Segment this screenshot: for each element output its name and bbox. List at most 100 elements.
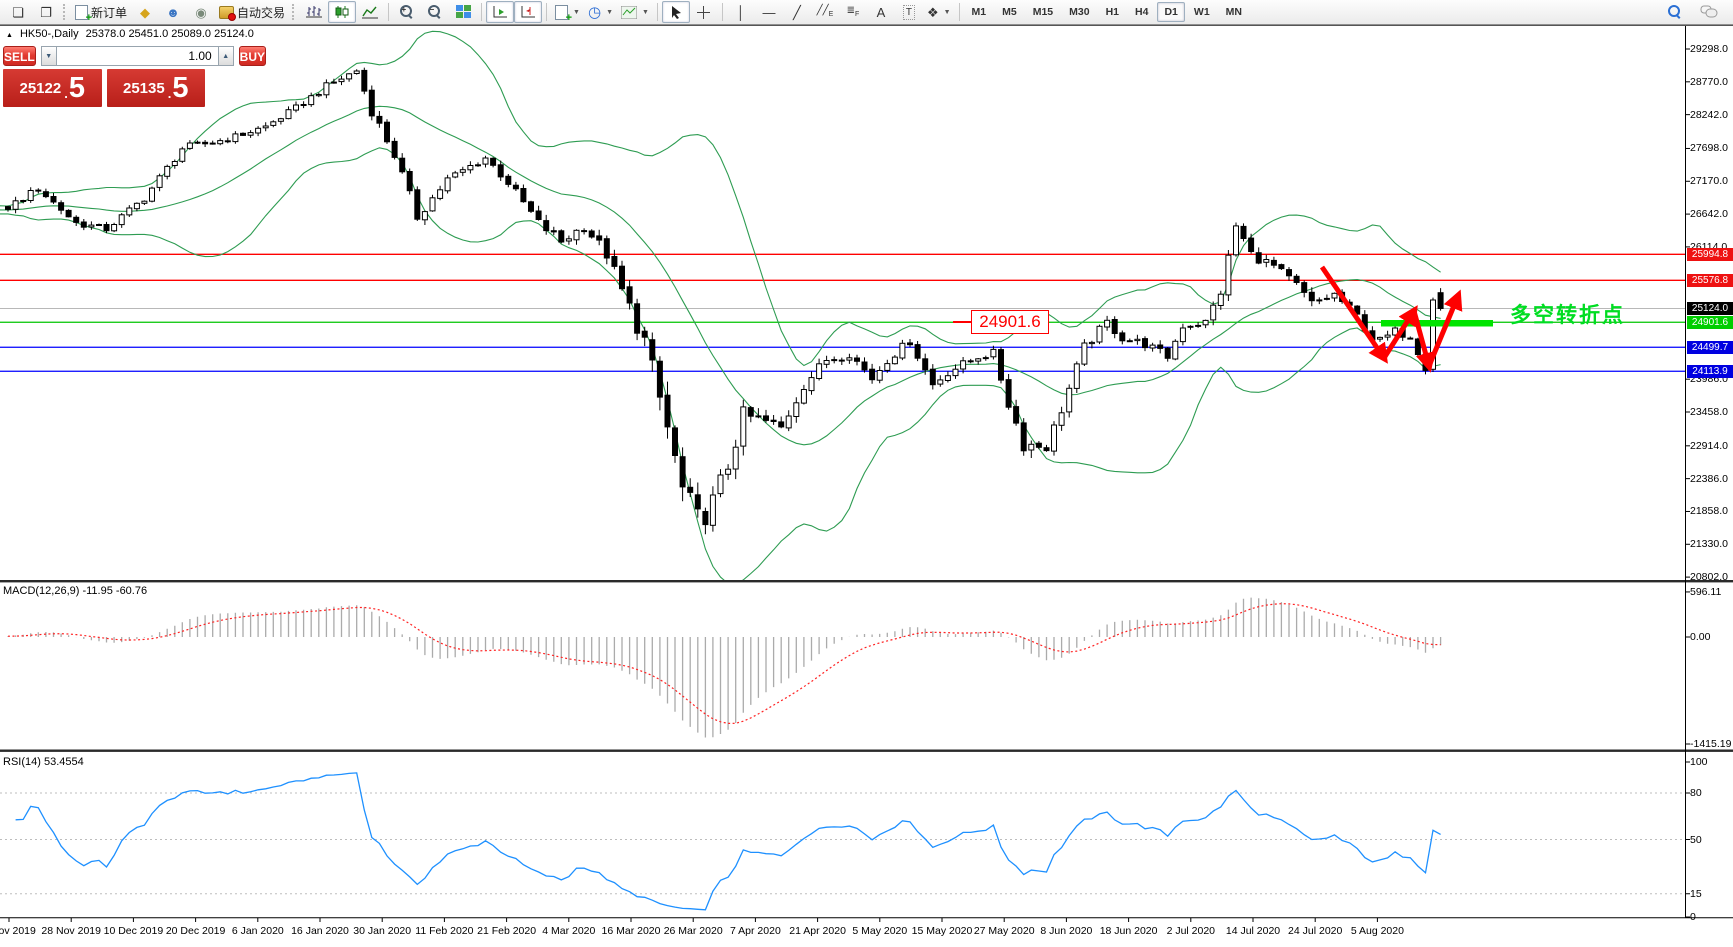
crosshair-button[interactable] xyxy=(690,1,718,23)
timeframe-m1-button[interactable]: M1 xyxy=(971,6,987,18)
volume-input[interactable] xyxy=(56,46,218,66)
crosshair-icon xyxy=(697,5,711,19)
buy-button[interactable]: BUY xyxy=(238,46,267,66)
chart-windows-button[interactable]: ❏ xyxy=(4,1,32,23)
candle-chart-mode-button[interactable] xyxy=(328,1,357,23)
fibonacci-icon: ≣F xyxy=(846,4,860,18)
date-axis-label: 24 Jul 2020 xyxy=(1288,925,1343,937)
pivot-point-annotation[interactable]: 多空转折点 xyxy=(1510,304,1625,327)
cursor-icon xyxy=(671,5,681,19)
timeframe-m5-button[interactable]: M5 xyxy=(1002,6,1017,18)
zoom-out-button[interactable]: − xyxy=(421,1,449,23)
vertical-line-icon: │ xyxy=(736,4,745,20)
timeframe-m30-button[interactable]: M30 xyxy=(1069,6,1090,18)
macd-axis-label: -1415.19 xyxy=(1690,737,1732,750)
vertical-line-tool-button[interactable]: │ xyxy=(727,1,755,23)
new-order-icon: + xyxy=(75,4,92,23)
date-axis-label: 8 Jun 2020 xyxy=(1040,925,1093,937)
bars-icon xyxy=(306,6,323,18)
community-button[interactable]: ☻ xyxy=(159,1,187,23)
collapse-panel-icon[interactable]: ▲ xyxy=(6,32,13,39)
buy-price-int: 25135 xyxy=(123,79,165,97)
tile-windows-button[interactable] xyxy=(449,1,477,23)
date-axis-label: 18 Jun 2020 xyxy=(1099,925,1158,937)
toolbar-separator xyxy=(656,3,658,21)
text-tool-button[interactable]: A xyxy=(867,1,895,23)
price-axis-label: 27698.0 xyxy=(1690,142,1728,155)
cursor-button[interactable] xyxy=(661,1,690,23)
volume-down-button[interactable]: ▼ xyxy=(40,46,57,66)
price-axis-label: 28770.0 xyxy=(1690,75,1728,88)
timeframe-m15-button[interactable]: M15 xyxy=(1032,6,1054,18)
sell-button[interactable]: SELL xyxy=(3,46,36,66)
price-axis-label: 27170.0 xyxy=(1690,175,1728,188)
autotrading-button[interactable]: 自动交易 xyxy=(215,1,289,23)
date-axis-label: 7 Apr 2020 xyxy=(729,925,781,937)
templates-button[interactable]: ▼ xyxy=(617,1,653,23)
macd-indicator-label: MACD(12,26,9) -11.95 -60.76 xyxy=(3,585,148,597)
zoom-out-icon: − xyxy=(427,4,440,17)
search-button[interactable] xyxy=(1661,1,1689,23)
price-badge: 25576.8 xyxy=(1687,273,1733,287)
profile-window-icon: ❐ xyxy=(40,4,52,20)
bar-chart-mode-button[interactable] xyxy=(300,1,328,23)
metaeditor-button[interactable]: ◆ xyxy=(131,1,159,23)
symbol-period-label: HK50-,Daily xyxy=(19,28,79,40)
date-axis-label: 21 Feb 2020 xyxy=(477,925,537,937)
toolbar-separator xyxy=(958,3,960,21)
toolbar-separator xyxy=(388,3,390,21)
price-level-annotation[interactable]: 24901.6 xyxy=(971,310,1049,334)
toolbar: ❏ ❐ + 新订单 ◆ ☻ ◉ 自动交易 + − xyxy=(0,0,1733,25)
horizontal-line-icon: — xyxy=(762,4,776,20)
trendline-tool-button[interactable]: ╱ xyxy=(783,1,811,23)
timeframe-h1-button[interactable]: H1 xyxy=(1105,6,1120,18)
timeframe-mn-button[interactable]: MN xyxy=(1225,6,1242,18)
price-badge: 24113.9 xyxy=(1687,364,1733,378)
shapes-tool-button[interactable]: ❖ ▼ xyxy=(923,1,955,23)
windows-icon: ❏ xyxy=(12,4,24,20)
sell-price-display[interactable]: 25122 . 5 xyxy=(3,69,102,107)
indicators-button[interactable]: + ▼ xyxy=(551,1,584,23)
dropdown-caret-icon: ▼ xyxy=(606,8,613,16)
date-axis-label: 11 Feb 2020 xyxy=(415,925,474,937)
profiles-button[interactable]: ❐ xyxy=(32,1,60,23)
signals-button[interactable]: ◉ xyxy=(187,1,215,23)
fibonacci-tool-button[interactable]: ≣F xyxy=(839,1,867,23)
price-axis-label: 26642.0 xyxy=(1690,208,1728,221)
horizontal-line-tool-button[interactable]: — xyxy=(755,1,783,23)
new-order-button[interactable]: + 新订单 xyxy=(71,1,131,23)
timeframe-h4-button[interactable]: H4 xyxy=(1135,6,1149,18)
date-axis-label: 16 Jan 2020 xyxy=(291,925,349,937)
volume-up-button[interactable]: ▲ xyxy=(217,46,234,66)
rsi-axis-label: 80 xyxy=(1690,787,1702,799)
autoscroll-button[interactable] xyxy=(486,1,515,23)
date-axis-label: 14 Jul 2020 xyxy=(1225,925,1281,937)
metaeditor-icon: ◆ xyxy=(140,4,151,20)
text-icon: A xyxy=(876,4,886,20)
line-chart-mode-button[interactable] xyxy=(356,1,384,23)
periods-button[interactable]: ◷ ▼ xyxy=(584,1,617,23)
add-indicator-icon: + xyxy=(555,4,572,23)
person-icon: ☻ xyxy=(166,4,180,20)
text-label-icon: T xyxy=(902,4,915,20)
buy-price-display[interactable]: 25135 . 5 xyxy=(106,69,205,107)
toolbar-separator xyxy=(546,3,548,21)
rsi-indicator-label: RSI(14) 53.4554 xyxy=(3,756,84,768)
chat-icon xyxy=(1700,5,1718,18)
chart-shift-button[interactable] xyxy=(514,1,543,23)
price-axis-label: 22386.0 xyxy=(1690,472,1728,485)
tile-windows-icon xyxy=(455,5,471,18)
label-tool-button[interactable]: T xyxy=(895,1,923,23)
chat-button[interactable] xyxy=(1695,1,1723,23)
zoom-in-icon: + xyxy=(399,4,412,17)
price-axis-label: 28242.0 xyxy=(1690,108,1728,121)
channel-tool-button[interactable]: ╱╱E xyxy=(811,1,839,23)
toolbar-grip xyxy=(63,4,68,20)
timeframe-w1-button[interactable]: W1 xyxy=(1193,6,1210,18)
zoom-in-button[interactable]: + xyxy=(393,1,421,23)
timeframe-d1-button[interactable]: D1 xyxy=(1157,2,1185,22)
ohlc-values: 25378.0 25451.0 25089.0 25124.0 xyxy=(85,28,254,40)
date-axis-label: 21 Apr 2020 xyxy=(789,925,846,937)
